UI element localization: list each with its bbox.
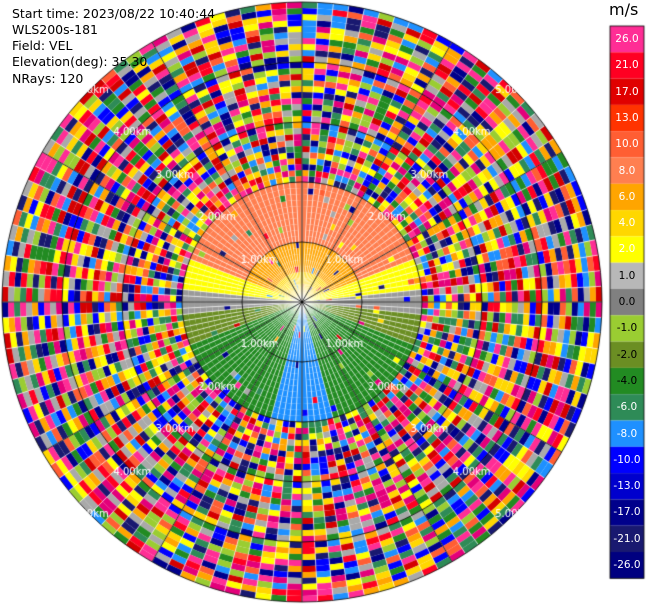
- colorbar-tick-label: -4.0: [616, 374, 638, 387]
- colorbar-tick-label: 26.0: [615, 33, 639, 45]
- colorbar-tick-label: 1.0: [618, 269, 636, 282]
- start-time-label: Start time: 2023/08/22 10:40:44: [12, 6, 216, 21]
- colorbar-tick-label: 2.0: [618, 243, 636, 256]
- colorbar-tick-label: 8.0: [618, 164, 636, 177]
- colorbar-tick-label: -2.0: [616, 348, 638, 361]
- colorbar-tick-label: -8.0: [616, 427, 638, 440]
- colorbar-tick-label: 13.0: [615, 111, 639, 124]
- colorbar-tick-label: -10.0: [613, 453, 641, 466]
- colorbar-tick-label: -6.0: [616, 401, 638, 414]
- nrays-label: NRays: 120: [12, 71, 84, 86]
- instrument-label: WLS200s-181: [12, 22, 98, 37]
- elevation-label: Elevation(deg): 35.30: [12, 54, 148, 69]
- colorbar-tick-label: -30.0: [613, 585, 641, 598]
- colorbar-tick-label: 17.0: [615, 85, 639, 98]
- colorbar-unit: m/s: [609, 0, 639, 19]
- colorbar-tick-label: 6.0: [618, 190, 636, 203]
- field-label: Field: VEL: [12, 38, 73, 53]
- colorbar-tick-label: 4.0: [618, 217, 636, 230]
- colorbar-tick-label: -21.0: [613, 532, 641, 545]
- colorbar-tick-label: 10.0: [615, 138, 639, 151]
- colorbar-tick-label: -26.0: [613, 559, 641, 571]
- colorbar-tick-label: -1.0: [616, 322, 638, 335]
- colorbar-tick-label: 0.0: [618, 296, 636, 308]
- colorbar-tick-label: -17.0: [613, 506, 641, 519]
- colorbar-tick-label: -13.0: [613, 480, 641, 493]
- colorbar-tick-label: 21.0: [615, 59, 639, 72]
